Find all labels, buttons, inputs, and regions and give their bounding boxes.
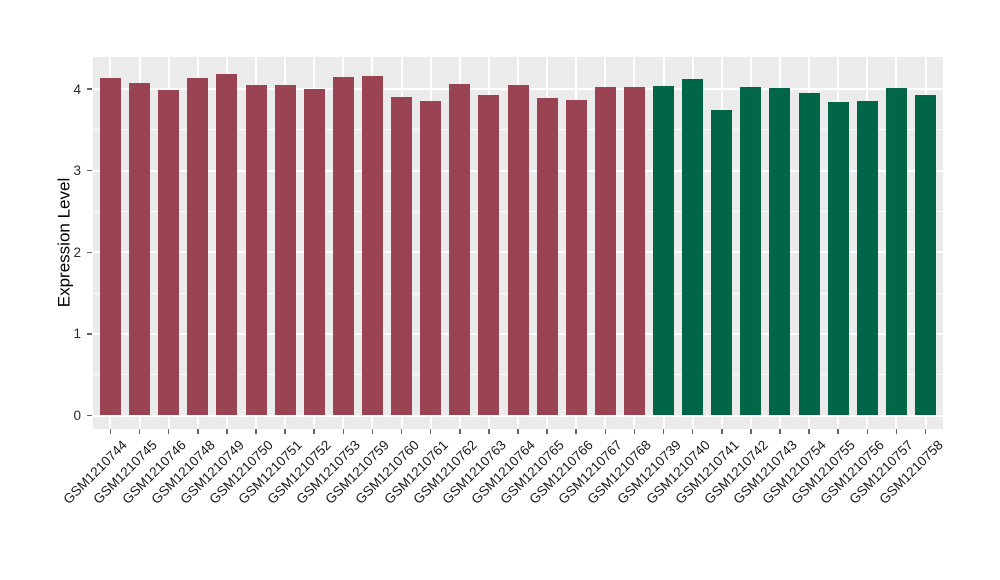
x-tick-mark [895,429,898,434]
bar [769,88,791,416]
x-tick-mark [837,429,839,434]
x-tick-mark [459,429,461,434]
bar [187,78,209,416]
y-tick-label: 3 [73,163,81,179]
bar [332,76,354,416]
bar [798,93,820,416]
bar [623,86,645,416]
x-tick-mark [691,429,694,434]
x-tick-mark [866,429,869,434]
bar [216,74,238,416]
y-tick-mark [87,414,92,417]
x-tick-mark [517,429,519,434]
y-tick-label: 0 [73,408,81,423]
x-tick-mark [808,429,810,434]
y-tick-mark [87,251,92,254]
bar [885,88,907,416]
bar [391,97,413,416]
bar [478,94,500,416]
bar [653,85,675,416]
x-tick-mark [167,429,170,434]
bar [536,98,558,416]
x-tick-mark [342,429,345,434]
bar [245,85,267,416]
x-tick-mark [138,429,141,434]
bar [594,86,616,416]
bar [915,94,937,416]
y-axis-title: Expression Level [54,177,74,308]
x-tick-mark [226,429,228,434]
x-tick-mark [371,429,374,434]
x-tick-mark [662,429,665,434]
bar [711,110,733,416]
y-tick-mark [87,333,92,335]
x-tick-mark [721,429,723,434]
x-tick-mark [779,429,781,434]
x-tick-mark [429,429,432,434]
y-tick-mark [87,88,92,90]
x-tick-mark [400,429,403,434]
x-tick-mark [575,429,577,434]
y-tick-label: 2 [73,244,81,260]
x-tick-mark [604,429,607,434]
x-tick-mark [924,429,927,434]
bar [507,85,529,416]
x-tick-mark [633,429,636,434]
y-tick-label: 1 [73,326,81,342]
bar [420,101,442,416]
bar [565,99,587,416]
bar [158,89,180,416]
bar [99,77,121,416]
bar [827,102,849,416]
x-tick-mark [313,429,315,434]
bar [449,84,471,416]
bar [682,79,704,416]
bar [303,89,325,416]
x-tick-mark [197,429,199,434]
x-tick-mark [488,429,490,434]
bar [856,101,878,416]
bar [129,83,151,416]
y-tick-mark [87,169,92,172]
x-tick-mark [284,429,286,434]
bar [274,85,296,416]
x-tick-mark [255,429,257,434]
x-tick-mark [546,429,548,434]
y-tick-label: 4 [73,81,81,97]
bar [361,76,383,416]
bar [740,87,762,416]
x-tick-mark [109,429,112,434]
x-tick-mark [750,429,752,434]
